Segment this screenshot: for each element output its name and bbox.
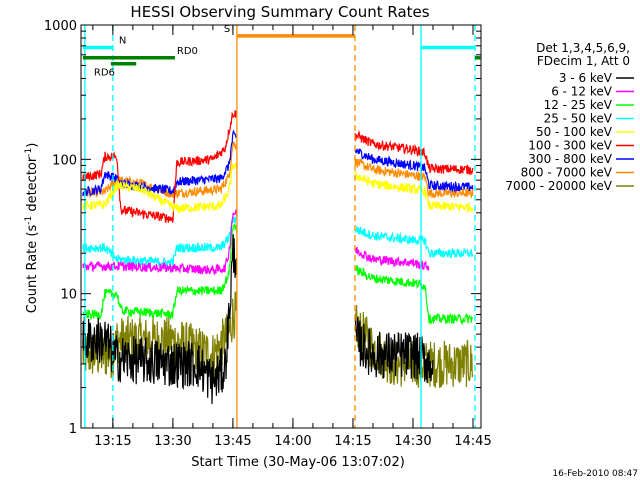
legend-header: FDecim 1, Att 0 (537, 54, 630, 68)
x-axis-label: Start Time (30-May-06 13:07:02) (191, 455, 405, 470)
chart-title: HESSI Observing Summary Count Rates (130, 3, 429, 21)
y-tick-label: 1 (69, 422, 77, 437)
legend-entry: 300 - 800 keV (528, 152, 612, 166)
legend-entry: 6 - 12 keV (551, 85, 613, 99)
series-line (82, 234, 434, 405)
x-tick-label: 13:30 (154, 434, 191, 449)
y-tick-label: 100 (52, 153, 77, 168)
state-label: RD6 (94, 68, 115, 79)
legend-entry: 25 - 50 keV (544, 112, 613, 126)
x-tick-label: 14:00 (274, 434, 311, 449)
x-tick-label: 13:15 (94, 434, 131, 449)
footer-date: 16-Feb-2010 08:47 (552, 469, 638, 479)
legend-entry: 100 - 300 keV (528, 139, 612, 153)
series-line (82, 110, 474, 224)
series-line (82, 129, 474, 197)
legend: Det 1,3,4,5,6,9,FDecim 1, Att 0 3 - 6 keV… (505, 41, 634, 193)
legend-entry: 800 - 7000 keV (521, 166, 613, 180)
series-line (82, 209, 430, 276)
series-line (82, 141, 474, 200)
series-group (82, 110, 474, 405)
legend-entry: 3 - 6 keV (559, 71, 613, 85)
y-tick-label: 10 (60, 288, 77, 303)
legend-entry: 12 - 25 keV (544, 98, 613, 112)
legend-entry: 50 - 100 keV (536, 125, 613, 139)
plot-area: N RD0 RD6 S 1 10 100 1000 13:15 13:30 13:45 14:00 14… (44, 19, 492, 449)
legend-entry: 7000 - 20000 keV (505, 179, 612, 193)
state-label: S (224, 24, 230, 35)
x-tick-label: 14:30 (394, 434, 431, 449)
legend-header: Det 1,3,4,5,6,9, (536, 41, 630, 55)
y-tick-label: 1000 (44, 19, 77, 34)
state-label: N (119, 35, 126, 46)
series-line (82, 216, 474, 270)
series-line (82, 162, 474, 214)
state-label: RD0 (177, 46, 198, 57)
y-axis-label: Count Rate (s-1 detector-1) (24, 143, 40, 314)
x-tick-label: 14:45 (454, 434, 491, 449)
x-tick-label: 14:15 (334, 434, 371, 449)
x-tick-label: 13:45 (214, 434, 251, 449)
plot-frame (80, 24, 482, 429)
series-line (82, 223, 474, 326)
